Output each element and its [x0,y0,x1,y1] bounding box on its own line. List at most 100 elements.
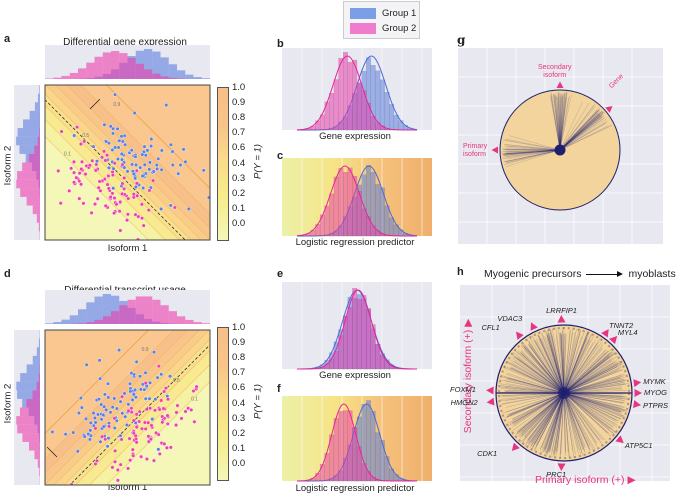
point-group1 [105,444,110,449]
ray [563,392,609,434]
ray [563,392,574,451]
ray [563,392,625,401]
hist-bar-group2 [22,433,40,442]
point-group1 [143,153,148,158]
point-group1 [150,417,155,422]
point-group1 [117,348,122,353]
point-group1 [118,433,123,438]
point-group1 [132,387,137,392]
gene-label: HMGN2 [450,397,478,407]
ray [549,392,565,451]
point-group1 [152,350,157,355]
contour-line [106,381,210,485]
ray [512,392,565,420]
hist-bar-group2 [168,77,177,79]
point-group2 [108,194,113,199]
point-group1 [108,410,113,415]
ray [563,392,613,427]
ray [502,392,565,414]
point-group2 [113,459,118,464]
point-group2 [78,142,83,147]
ray [512,392,565,424]
ray [563,388,623,394]
point-group2 [59,129,64,134]
ray [563,392,625,404]
point-group1 [127,381,132,386]
point-group2 [112,211,117,216]
ray [559,106,596,151]
point-group2 [151,458,156,463]
hist-bar-group1 [177,70,186,79]
panel-g-label-secondary: Secondary isoform [538,64,571,80]
point-group2 [112,161,117,166]
point-group1 [97,358,102,363]
point-group1 [120,139,125,144]
ray [553,94,561,151]
point-group1 [132,111,137,116]
colorbar-tick: 0.4 [232,157,246,169]
legend-item-group2: Group 2 [350,22,416,34]
panel-d-letter: d [4,268,11,280]
point-group1 [86,432,91,437]
ray [520,392,565,433]
ray [509,392,565,416]
ray [563,392,622,420]
point-group2 [79,167,84,172]
hist-bar [366,216,371,237]
point-group1 [102,404,107,409]
point-group1 [101,424,106,429]
hist-bar-group2 [28,153,40,163]
contour-line [105,85,210,190]
ray [536,338,565,394]
hist-bar [333,418,339,482]
ray [520,392,565,443]
ray [551,335,565,394]
ray [563,392,584,450]
panel-a-title: Differential gene expression [63,37,187,48]
point-group2 [125,218,130,223]
ray [558,93,561,151]
ray [563,392,617,434]
hist-bar-group1 [152,51,161,79]
hist-bar-group2 [152,299,161,324]
ray [534,392,565,452]
ray [549,328,565,394]
ray [554,392,565,455]
ray [563,351,613,394]
point-group2 [120,394,125,399]
ray [505,145,561,151]
point-group1 [164,103,169,108]
hist-bar-group1 [37,93,40,103]
ray [563,392,598,447]
ray [559,94,572,151]
ray [563,332,588,394]
ray [563,332,576,394]
colorbar-tick: 0.0 [232,217,246,229]
colorbar-a [217,87,229,241]
ray [553,392,565,453]
ray [556,95,561,151]
ray [563,338,591,394]
point-group2 [120,162,125,167]
point-group2 [131,192,136,197]
top-histogram [45,49,210,79]
ray [504,149,561,163]
point-group1 [115,156,120,161]
ray [514,392,565,425]
hist-bar-group1 [29,110,40,120]
hist-bar [338,168,344,237]
point-group1 [143,396,148,401]
point-group2 [103,158,108,163]
ray [563,392,595,452]
ray [541,392,565,453]
hist-bar [347,307,353,370]
ray [502,139,561,151]
panel-f-letter: f [277,383,281,395]
hist-bar [329,93,335,131]
point-group2 [137,419,142,424]
point-group2 [67,188,72,193]
point-group1 [141,185,146,190]
point-group1 [110,131,115,136]
ray [552,392,565,458]
ray [515,356,565,394]
